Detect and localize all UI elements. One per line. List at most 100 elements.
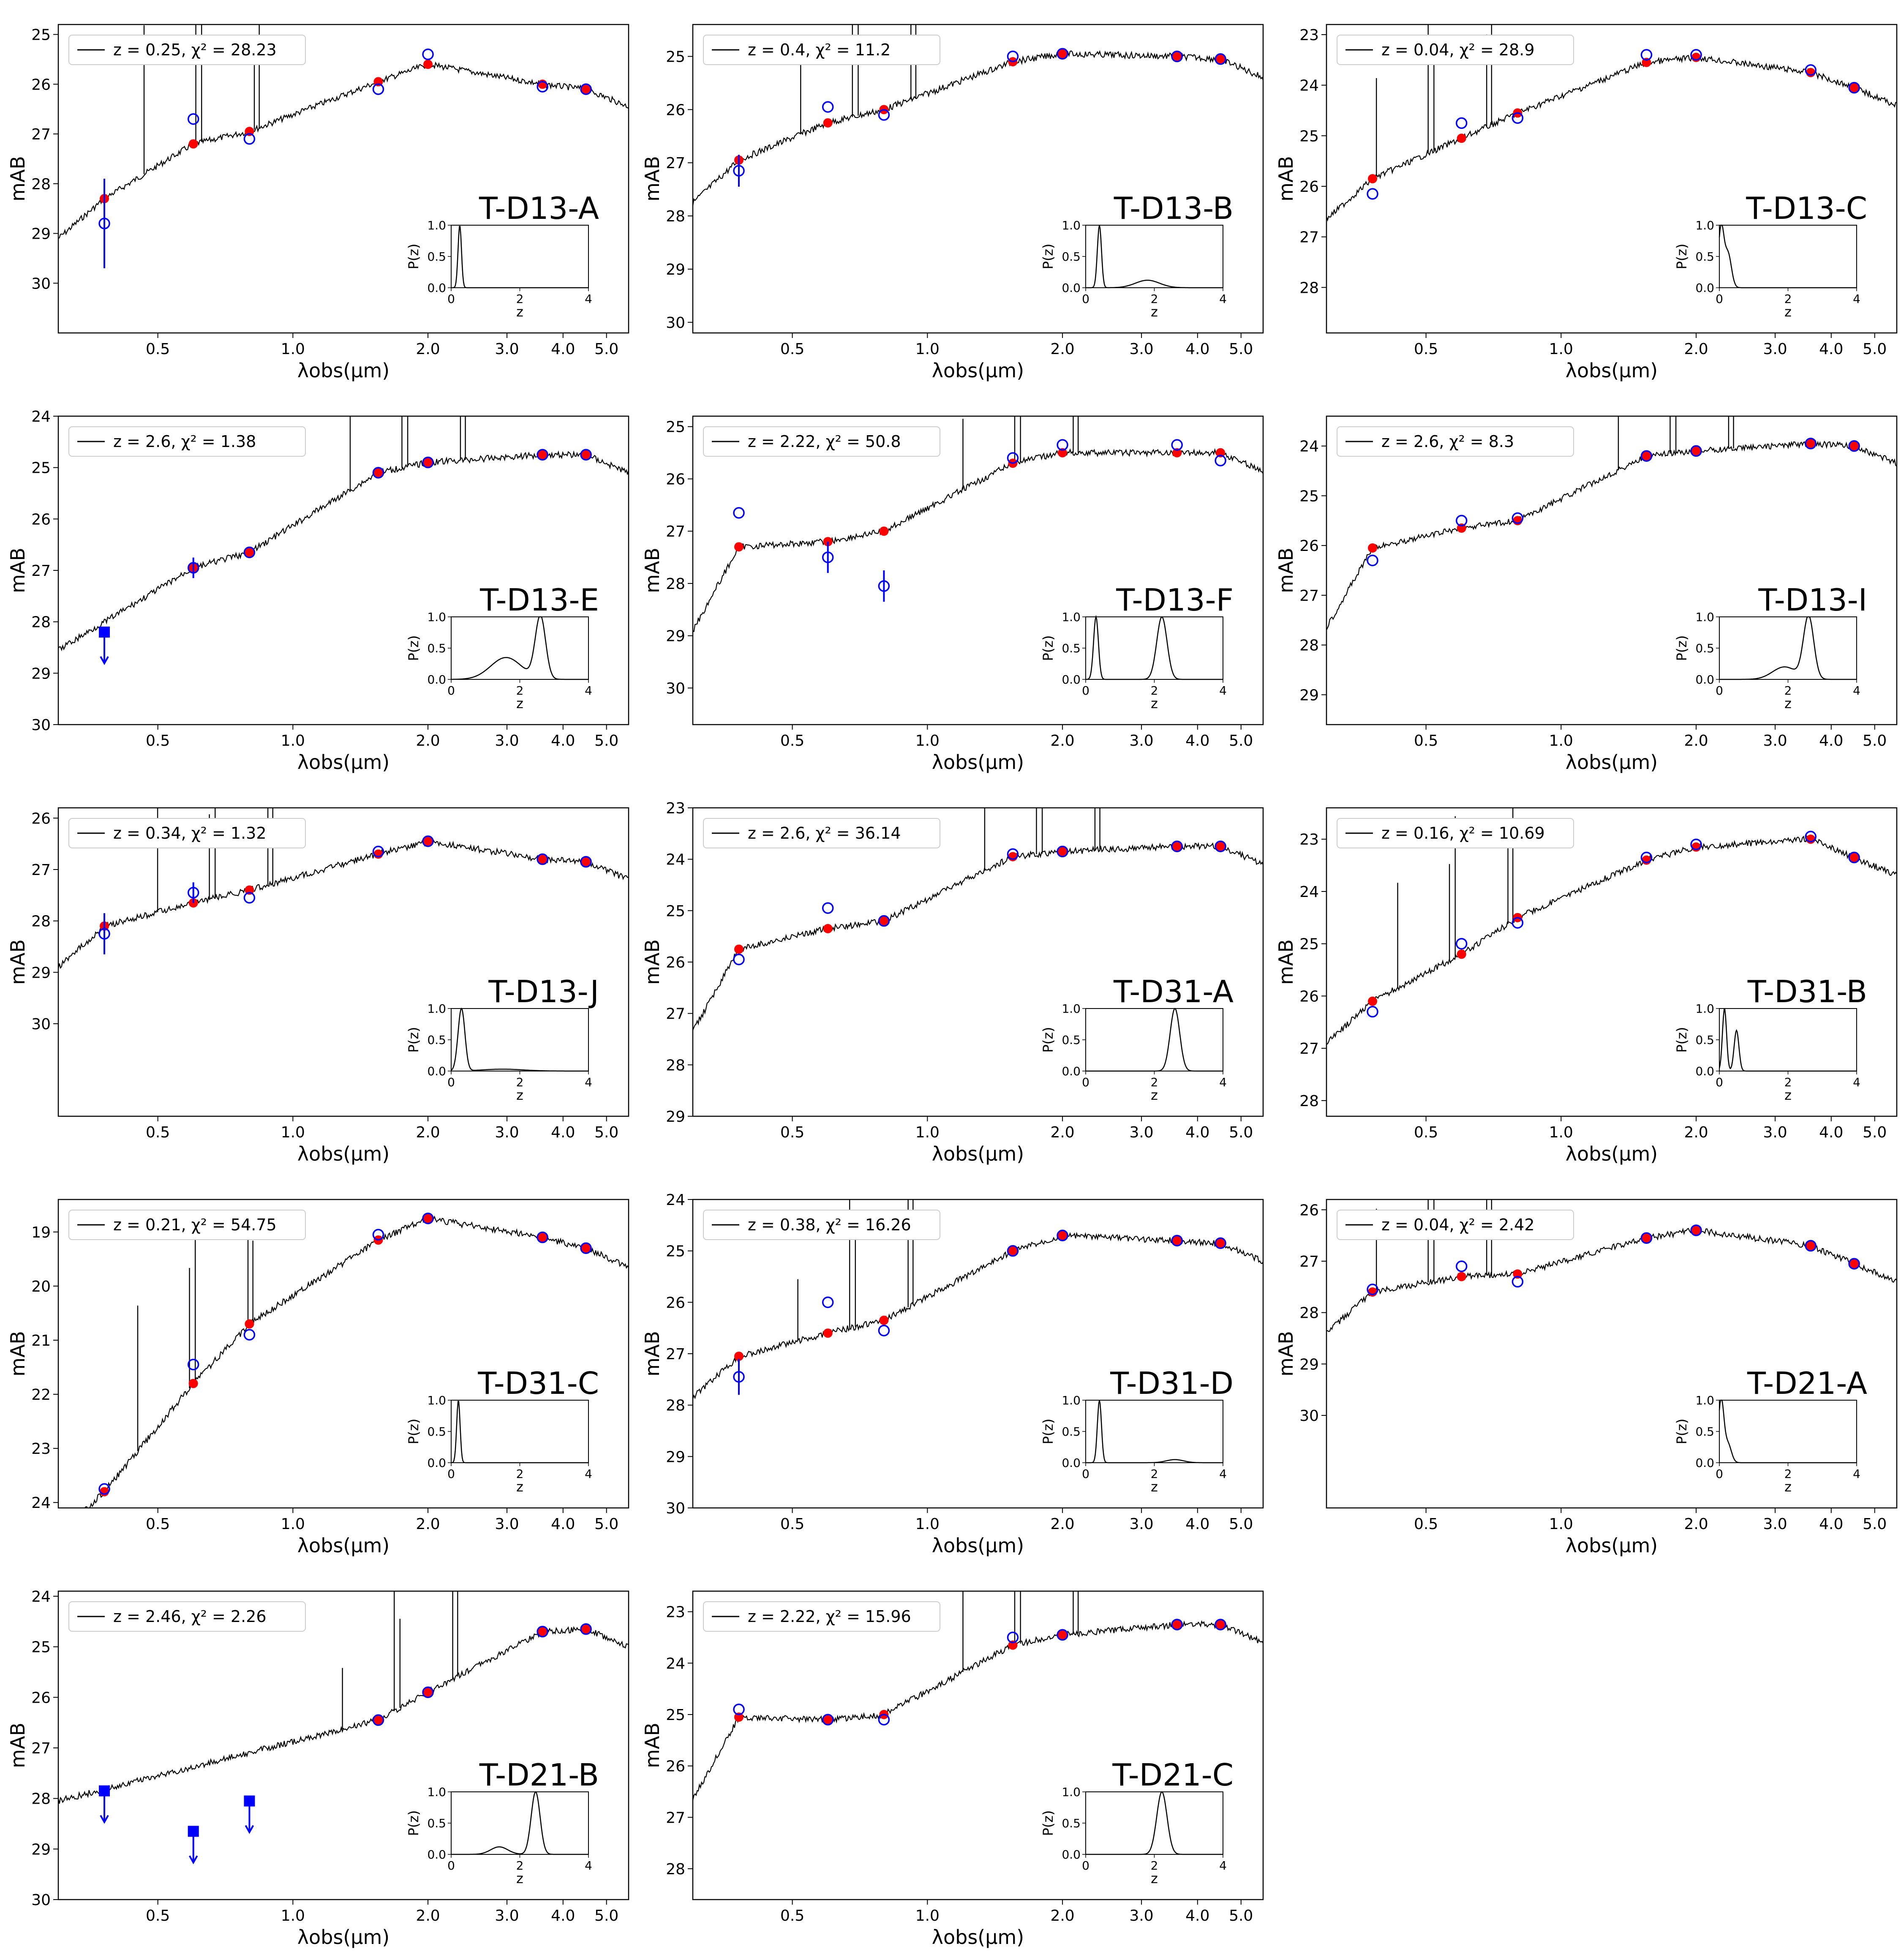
inset-y-tick-label: 0.5 [1695, 641, 1714, 655]
legend-box [703, 35, 940, 65]
x-tick-label: 5.0 [1863, 1124, 1887, 1141]
model-photometry-point [1642, 855, 1651, 865]
x-tick-label: 3.0 [1763, 1516, 1787, 1533]
y-tick-label: 29 [31, 1841, 51, 1858]
inset-x-tick-label: 2 [1151, 292, 1158, 306]
pz-inset-frame [451, 1791, 589, 1855]
legend-box [1337, 1210, 1574, 1240]
model-photometry-point [1849, 853, 1859, 862]
model-photometry-point [245, 885, 254, 895]
inset-y-tick-label: 0.5 [427, 1425, 446, 1439]
observed-photometry-point [243, 546, 256, 559]
inset-x-tick-label: 0 [1716, 1075, 1723, 1089]
inset-y-tick-label: 1.0 [1062, 218, 1081, 232]
x-tick-label: 5.0 [1229, 1907, 1253, 1925]
legend-label: z = 2.6, χ² = 1.38 [113, 432, 256, 451]
x-tick-label: 2.0 [416, 732, 440, 750]
inset-y-label: P(z) [1674, 1418, 1690, 1444]
x-axis-label: λobs(μm) [297, 1142, 390, 1165]
observed-photometry-point [243, 133, 256, 145]
y-tick-label: 30 [31, 1016, 51, 1033]
inset-x-label: z [1151, 304, 1158, 320]
model-photometry-point [423, 1687, 433, 1697]
model-photometry-point [1216, 448, 1226, 458]
observed-photometry-point [1690, 1224, 1702, 1236]
model-photometry-point [581, 85, 591, 94]
y-tick-label: 28 [1299, 1093, 1319, 1110]
x-tick-label: 4.0 [1819, 1516, 1843, 1533]
upper-limit-arrowhead [100, 1815, 109, 1824]
panel-t-d21-c: 0.5 1.0 2.0 3.0 4.0 5.0λobs(μm)232425262728mA… [641, 1590, 1264, 1949]
x-tick-label: 3.0 [1129, 341, 1153, 358]
pz-curve [1086, 225, 1223, 289]
inset-x-tick-label: 0 [1716, 292, 1723, 306]
observed-photometry-point [1215, 455, 1226, 466]
model-photometry-point [1691, 446, 1701, 456]
x-tick-label: 5.0 [1229, 341, 1253, 358]
y-tick-label: 26 [31, 511, 51, 528]
inset-y-tick-label: 1.0 [1695, 218, 1714, 232]
y-axis-label: mAB [6, 156, 29, 202]
inset-x-label: z [1151, 1870, 1158, 1886]
upper-limit-arrowhead [188, 1855, 198, 1865]
x-tick-label: 0.5 [146, 1907, 170, 1925]
y-tick-label: 25 [31, 1639, 51, 1656]
model-photometry-point [1806, 834, 1816, 844]
inset-y-tick-label: 0.5 [1062, 641, 1081, 655]
inset-y-label: P(z) [1040, 635, 1056, 661]
x-axis-label: λobs(μm) [297, 751, 390, 774]
model-photometry-point [1008, 1640, 1018, 1650]
observed-photometry-point [537, 1625, 548, 1638]
panel-t-d13-i: 0.5 1.0 2.0 3.0 4.0 5.0λobs(μm)242526272829mA… [1275, 415, 1898, 774]
pz-curve [451, 1791, 588, 1855]
observed-photometry-point [1690, 445, 1702, 457]
inset-x-label: z [516, 1087, 523, 1103]
observed-photometry-point [1805, 831, 1817, 842]
observed-photometry-point [822, 1296, 834, 1308]
model-photometry-point [245, 548, 254, 557]
inset-y-label: P(z) [1674, 635, 1690, 661]
inset-x-tick-label: 4 [585, 684, 592, 698]
y-tick-label: 21 [31, 1332, 51, 1349]
x-tick-label: 1.0 [915, 341, 940, 358]
upper-limit-arrowhead [100, 656, 109, 665]
model-photometry-point [1368, 543, 1378, 553]
observed-photometry-point [1512, 512, 1524, 524]
y-tick-label: 26 [31, 1689, 51, 1706]
panel-name: T-D31-D [1110, 1366, 1234, 1401]
model-photometry-point [373, 1715, 383, 1725]
y-tick-label: 23 [31, 1440, 51, 1458]
x-axis-label: λobs(μm) [297, 359, 390, 382]
model-photometry-point [823, 924, 833, 933]
model-photometry-point [373, 849, 383, 859]
x-tick-label: 3.0 [1129, 1907, 1153, 1925]
observed-photometry-point [537, 81, 548, 93]
observed-photometry-point [187, 562, 199, 574]
x-tick-label: 5.0 [1863, 1516, 1887, 1533]
x-tick-label: 1.0 [1549, 1124, 1573, 1141]
panel-name: T-D13-C [1746, 191, 1867, 226]
emission-lines [342, 1591, 458, 1729]
x-tick-label: 2.0 [416, 1516, 440, 1533]
inset-y-tick-label: 1.0 [1062, 610, 1081, 624]
emission-lines [962, 1591, 1079, 1672]
observed-photometry-point [878, 1714, 890, 1726]
y-tick-label: 28 [31, 913, 51, 930]
y-tick-label: 28 [31, 614, 51, 631]
y-tick-label: 23 [666, 800, 685, 817]
observed-photometry-point [1512, 112, 1524, 124]
pz-inset-frame [451, 616, 589, 680]
inset-y-tick-label: 1.0 [1695, 1393, 1714, 1407]
observed-photometry-point [187, 1358, 199, 1371]
model-photometry-point [1172, 52, 1182, 61]
inset-y-tick-label: 1.0 [427, 218, 446, 232]
y-axis-label: mAB [1275, 939, 1297, 985]
y-tick-label: 26 [1299, 178, 1319, 196]
y-axis-label: mAB [6, 1723, 29, 1768]
inset-y-tick-label: 0.5 [1695, 1033, 1714, 1047]
pz-inset-frame [1085, 1008, 1223, 1071]
y-tick-label: 27 [666, 155, 685, 172]
x-tick-label: 4.0 [551, 1516, 575, 1533]
model-photometry-point [1008, 852, 1018, 861]
model-photometry-point [538, 1232, 547, 1242]
